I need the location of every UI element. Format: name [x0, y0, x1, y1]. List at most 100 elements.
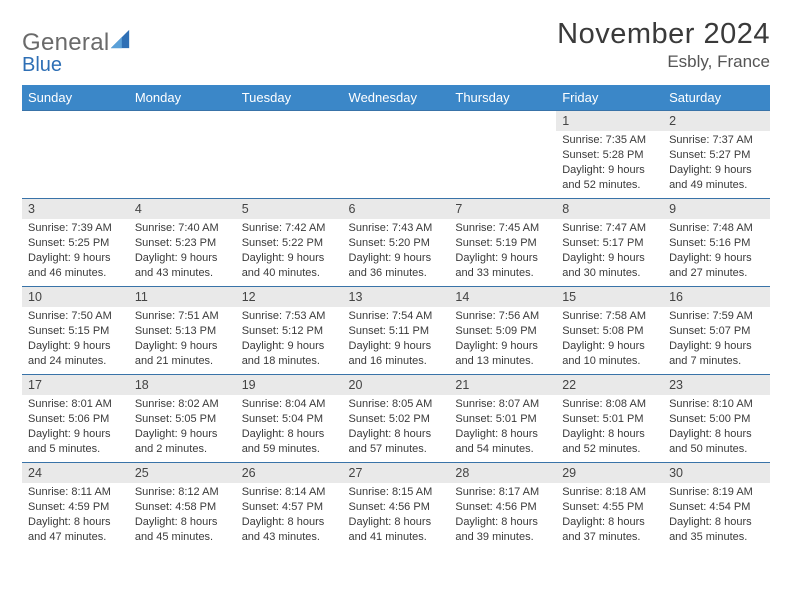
sunset-text: Sunset: 4:55 PM — [562, 500, 657, 515]
day-header-row: Sunday Monday Tuesday Wednesday Thursday… — [22, 85, 770, 111]
sunrise-text: Sunrise: 8:15 AM — [349, 485, 444, 500]
sunrise-text: Sunrise: 7:47 AM — [562, 221, 657, 236]
sunrise-text: Sunrise: 7:35 AM — [562, 133, 657, 148]
day-number: 22 — [556, 375, 663, 395]
sunrise-text: Sunrise: 7:50 AM — [28, 309, 123, 324]
calendar-cell: 21Sunrise: 8:07 AMSunset: 5:01 PMDayligh… — [449, 375, 556, 463]
sail-icon — [109, 28, 131, 50]
calendar-cell: 24Sunrise: 8:11 AMSunset: 4:59 PMDayligh… — [22, 463, 129, 551]
day-content: Sunrise: 7:59 AMSunset: 5:07 PMDaylight:… — [663, 307, 770, 372]
sunset-text: Sunset: 5:06 PM — [28, 412, 123, 427]
day-content: Sunrise: 7:42 AMSunset: 5:22 PMDaylight:… — [236, 219, 343, 284]
brand-blue: Blue — [22, 55, 131, 75]
day-content: Sunrise: 8:02 AMSunset: 5:05 PMDaylight:… — [129, 395, 236, 460]
sunrise-text: Sunrise: 7:54 AM — [349, 309, 444, 324]
sunrise-text: Sunrise: 8:02 AM — [135, 397, 230, 412]
day-number: 10 — [22, 287, 129, 307]
calendar-cell: 11Sunrise: 7:51 AMSunset: 5:13 PMDayligh… — [129, 287, 236, 375]
day-number: 3 — [22, 199, 129, 219]
day-number: 6 — [343, 199, 450, 219]
month-title: November 2024 — [557, 18, 770, 51]
calendar-cell: 27Sunrise: 8:15 AMSunset: 4:56 PMDayligh… — [343, 463, 450, 551]
daylight-text: Daylight: 9 hours and 33 minutes. — [455, 251, 550, 281]
sunset-text: Sunset: 5:20 PM — [349, 236, 444, 251]
calendar-cell: 16Sunrise: 7:59 AMSunset: 5:07 PMDayligh… — [663, 287, 770, 375]
sunrise-text: Sunrise: 7:58 AM — [562, 309, 657, 324]
calendar-cell: 14Sunrise: 7:56 AMSunset: 5:09 PMDayligh… — [449, 287, 556, 375]
sunset-text: Sunset: 4:57 PM — [242, 500, 337, 515]
day-number: 13 — [343, 287, 450, 307]
calendar-cell: 9Sunrise: 7:48 AMSunset: 5:16 PMDaylight… — [663, 199, 770, 287]
day-content: Sunrise: 8:01 AMSunset: 5:06 PMDaylight:… — [22, 395, 129, 460]
sunset-text: Sunset: 5:12 PM — [242, 324, 337, 339]
daylight-text: Daylight: 8 hours and 59 minutes. — [242, 427, 337, 457]
daylight-text: Daylight: 9 hours and 27 minutes. — [669, 251, 764, 281]
daylight-text: Daylight: 9 hours and 40 minutes. — [242, 251, 337, 281]
sunrise-text: Sunrise: 7:45 AM — [455, 221, 550, 236]
sunrise-text: Sunrise: 8:04 AM — [242, 397, 337, 412]
daylight-text: Daylight: 8 hours and 54 minutes. — [455, 427, 550, 457]
calendar-cell: 6Sunrise: 7:43 AMSunset: 5:20 PMDaylight… — [343, 199, 450, 287]
daylight-text: Daylight: 9 hours and 43 minutes. — [135, 251, 230, 281]
day-content: Sunrise: 7:40 AMSunset: 5:23 PMDaylight:… — [129, 219, 236, 284]
daylight-text: Daylight: 9 hours and 52 minutes. — [562, 163, 657, 193]
sunrise-text: Sunrise: 8:07 AM — [455, 397, 550, 412]
calendar-cell — [129, 111, 236, 199]
sunset-text: Sunset: 5:16 PM — [669, 236, 764, 251]
day-number: 9 — [663, 199, 770, 219]
daylight-text: Daylight: 8 hours and 47 minutes. — [28, 515, 123, 545]
day-content: Sunrise: 8:10 AMSunset: 5:00 PMDaylight:… — [663, 395, 770, 460]
sunset-text: Sunset: 5:28 PM — [562, 148, 657, 163]
sunset-text: Sunset: 5:17 PM — [562, 236, 657, 251]
sunset-text: Sunset: 5:27 PM — [669, 148, 764, 163]
calendar-cell: 3Sunrise: 7:39 AMSunset: 5:25 PMDaylight… — [22, 199, 129, 287]
calendar-cell — [22, 111, 129, 199]
day-number: 21 — [449, 375, 556, 395]
calendar-cell: 30Sunrise: 8:19 AMSunset: 4:54 PMDayligh… — [663, 463, 770, 551]
sunrise-text: Sunrise: 8:14 AM — [242, 485, 337, 500]
day-content: Sunrise: 8:05 AMSunset: 5:02 PMDaylight:… — [343, 395, 450, 460]
calendar-cell: 17Sunrise: 8:01 AMSunset: 5:06 PMDayligh… — [22, 375, 129, 463]
calendar-cell: 4Sunrise: 7:40 AMSunset: 5:23 PMDaylight… — [129, 199, 236, 287]
sunrise-text: Sunrise: 8:17 AM — [455, 485, 550, 500]
daylight-text: Daylight: 8 hours and 43 minutes. — [242, 515, 337, 545]
sunrise-text: Sunrise: 7:42 AM — [242, 221, 337, 236]
day-number: 16 — [663, 287, 770, 307]
daylight-text: Daylight: 8 hours and 39 minutes. — [455, 515, 550, 545]
calendar-row: 3Sunrise: 7:39 AMSunset: 5:25 PMDaylight… — [22, 199, 770, 287]
brand-logo: General Blue — [22, 18, 131, 75]
calendar-cell: 29Sunrise: 8:18 AMSunset: 4:55 PMDayligh… — [556, 463, 663, 551]
day-header: Saturday — [663, 85, 770, 111]
day-content: Sunrise: 7:51 AMSunset: 5:13 PMDaylight:… — [129, 307, 236, 372]
day-content: Sunrise: 7:58 AMSunset: 5:08 PMDaylight:… — [556, 307, 663, 372]
daylight-text: Daylight: 8 hours and 50 minutes. — [669, 427, 764, 457]
daylight-text: Daylight: 8 hours and 57 minutes. — [349, 427, 444, 457]
day-header: Thursday — [449, 85, 556, 111]
day-content: Sunrise: 7:45 AMSunset: 5:19 PMDaylight:… — [449, 219, 556, 284]
day-number: 17 — [22, 375, 129, 395]
sunrise-text: Sunrise: 7:56 AM — [455, 309, 550, 324]
sunset-text: Sunset: 5:07 PM — [669, 324, 764, 339]
day-number: 12 — [236, 287, 343, 307]
day-content: Sunrise: 7:56 AMSunset: 5:09 PMDaylight:… — [449, 307, 556, 372]
sunrise-text: Sunrise: 7:51 AM — [135, 309, 230, 324]
calendar-cell: 23Sunrise: 8:10 AMSunset: 5:00 PMDayligh… — [663, 375, 770, 463]
sunset-text: Sunset: 5:22 PM — [242, 236, 337, 251]
daylight-text: Daylight: 9 hours and 2 minutes. — [135, 427, 230, 457]
day-number: 8 — [556, 199, 663, 219]
daylight-text: Daylight: 9 hours and 21 minutes. — [135, 339, 230, 369]
calendar-cell — [343, 111, 450, 199]
sunset-text: Sunset: 5:25 PM — [28, 236, 123, 251]
calendar-cell: 26Sunrise: 8:14 AMSunset: 4:57 PMDayligh… — [236, 463, 343, 551]
daylight-text: Daylight: 8 hours and 52 minutes. — [562, 427, 657, 457]
sunset-text: Sunset: 4:59 PM — [28, 500, 123, 515]
header: General Blue November 2024 Esbly, France — [22, 18, 770, 75]
calendar-cell: 10Sunrise: 7:50 AMSunset: 5:15 PMDayligh… — [22, 287, 129, 375]
sunset-text: Sunset: 5:13 PM — [135, 324, 230, 339]
calendar-cell: 5Sunrise: 7:42 AMSunset: 5:22 PMDaylight… — [236, 199, 343, 287]
day-content: Sunrise: 8:08 AMSunset: 5:01 PMDaylight:… — [556, 395, 663, 460]
calendar-cell: 15Sunrise: 7:58 AMSunset: 5:08 PMDayligh… — [556, 287, 663, 375]
day-number: 19 — [236, 375, 343, 395]
day-number: 7 — [449, 199, 556, 219]
day-content: Sunrise: 7:43 AMSunset: 5:20 PMDaylight:… — [343, 219, 450, 284]
